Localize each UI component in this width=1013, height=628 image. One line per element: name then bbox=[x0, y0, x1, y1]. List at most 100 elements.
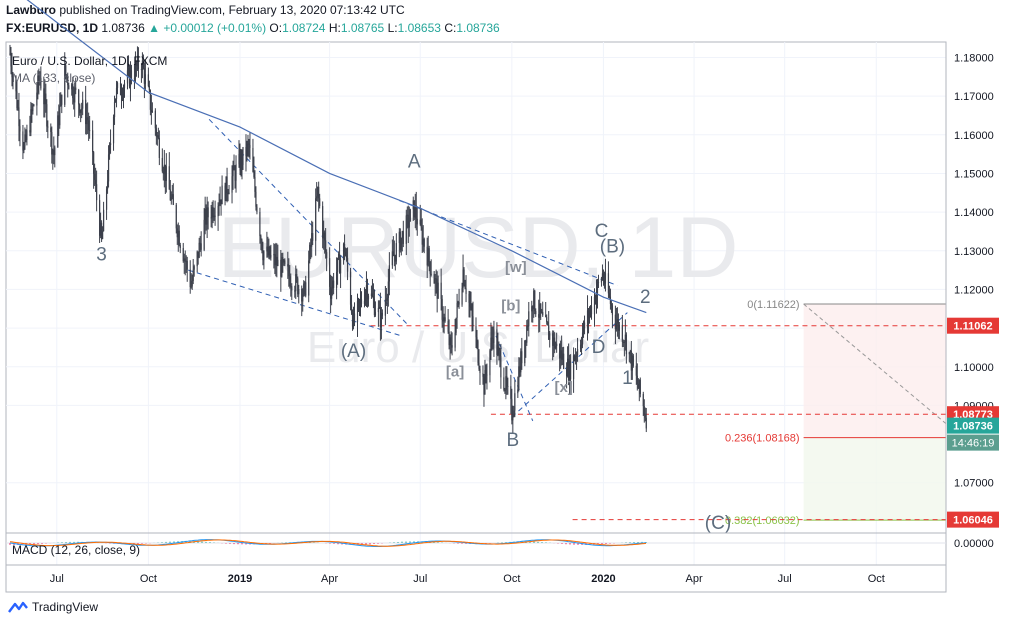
candle-body bbox=[165, 166, 167, 181]
time-tick-label: Oct bbox=[868, 573, 885, 585]
candle-body bbox=[151, 110, 153, 113]
candle-body bbox=[92, 130, 94, 153]
candle-body bbox=[360, 299, 363, 304]
candle-body bbox=[326, 252, 328, 259]
candle-body bbox=[448, 331, 450, 346]
candle-body bbox=[221, 185, 223, 205]
change-arrow-icon: ▲ bbox=[148, 21, 160, 35]
candle-body bbox=[367, 296, 370, 300]
candle-body bbox=[182, 248, 184, 262]
candle-body bbox=[155, 128, 157, 137]
candle-body bbox=[531, 306, 533, 312]
candle-body bbox=[440, 282, 442, 299]
author-name[interactable]: Lawburo bbox=[6, 3, 56, 17]
time-tick-label: 2019 bbox=[228, 573, 252, 585]
candle-body bbox=[504, 389, 506, 391]
candle-body bbox=[363, 300, 366, 304]
candle-body bbox=[50, 127, 52, 133]
candle-body bbox=[183, 258, 185, 262]
candle-body bbox=[79, 104, 81, 113]
candle-body bbox=[479, 368, 481, 374]
candle-body bbox=[359, 299, 362, 303]
fib-level-label: 0.236(1.08168) bbox=[725, 433, 800, 445]
candle-body bbox=[377, 307, 380, 313]
candle-body bbox=[207, 207, 209, 218]
candle-body bbox=[611, 305, 614, 315]
candle-body bbox=[212, 207, 214, 218]
candle-body bbox=[434, 278, 436, 284]
candle-body bbox=[420, 219, 422, 228]
wave-label: 2 bbox=[640, 287, 651, 308]
price-chart[interactable]: 0(1.11622) 0.236(1.08168) 0.382(1.06032) E… bbox=[0, 0, 1013, 600]
candle-body bbox=[587, 310, 590, 319]
candle-body bbox=[12, 76, 14, 78]
candle-body bbox=[72, 84, 74, 99]
candle-body bbox=[468, 293, 470, 303]
candle-body bbox=[593, 296, 596, 315]
fib-band-lower bbox=[803, 437, 946, 521]
candle-body bbox=[455, 317, 457, 333]
time-tick-label: Apr bbox=[321, 573, 338, 585]
candle-body bbox=[122, 88, 125, 97]
candle-body bbox=[39, 77, 41, 82]
level-badge-label: 1.11062 bbox=[953, 321, 992, 333]
candle-body bbox=[464, 284, 466, 289]
candle-body bbox=[386, 297, 388, 301]
candle-body bbox=[10, 53, 12, 67]
candle-body bbox=[170, 197, 172, 201]
candle-body bbox=[535, 311, 537, 315]
candle-body bbox=[642, 394, 644, 407]
candle-body bbox=[22, 131, 24, 151]
time-axis[interactable]: Jul Oct 2019 Apr Jul Oct 2020 Apr Jul Oct bbox=[50, 573, 885, 585]
candle-body bbox=[297, 278, 299, 295]
candle-body bbox=[476, 337, 478, 342]
candle-body bbox=[225, 176, 227, 201]
candle-body bbox=[82, 99, 84, 109]
price-tick-label: 1.16000 bbox=[954, 130, 994, 142]
candle-body bbox=[541, 311, 543, 313]
wave-label: 3 bbox=[96, 244, 107, 265]
candle-body bbox=[422, 238, 424, 245]
candle-body bbox=[130, 70, 133, 80]
candle-body bbox=[16, 91, 18, 109]
candle-body bbox=[600, 278, 603, 283]
candle-body bbox=[484, 370, 486, 395]
candle-body bbox=[392, 251, 394, 257]
candle-body bbox=[482, 373, 484, 377]
candle-body bbox=[100, 222, 103, 239]
candle-body bbox=[384, 299, 386, 316]
candle-body bbox=[345, 255, 348, 258]
candle-body bbox=[489, 350, 491, 376]
price-tick-label: 1.10000 bbox=[954, 362, 994, 374]
candle-body bbox=[149, 90, 151, 110]
candle-body bbox=[273, 254, 275, 256]
candle-body bbox=[136, 55, 139, 66]
candle-body bbox=[169, 189, 171, 201]
candle-body bbox=[161, 157, 163, 172]
candle-body bbox=[168, 166, 170, 190]
candle-body bbox=[430, 273, 432, 275]
price-axis[interactable]: 1.18000 1.17000 1.16000 1.15000 1.14000 1.130… bbox=[947, 52, 999, 550]
candle-body bbox=[203, 219, 205, 250]
wave-label: [a] bbox=[446, 363, 464, 380]
tradingview-footer[interactable]: TradingView bbox=[8, 600, 98, 614]
candle-body bbox=[625, 334, 627, 355]
candle-body bbox=[295, 274, 297, 292]
candle-body bbox=[283, 260, 285, 263]
candle-body bbox=[387, 281, 389, 298]
candle-body bbox=[426, 246, 428, 266]
candle-body bbox=[388, 265, 390, 282]
candle-body bbox=[32, 105, 34, 112]
candle-body bbox=[248, 143, 250, 145]
price-tick-label: 1.18000 bbox=[954, 52, 994, 64]
candle-body bbox=[200, 243, 202, 250]
candle-body bbox=[486, 374, 488, 376]
legend-title: Euro / U.S. Dollar, 1D, FXCM bbox=[12, 54, 167, 68]
candle-body bbox=[115, 87, 118, 99]
candle-body bbox=[607, 273, 610, 294]
candle-body bbox=[351, 312, 354, 327]
candle-body bbox=[365, 285, 368, 293]
candle-body bbox=[65, 65, 67, 76]
candle-body bbox=[496, 329, 498, 355]
candle-body bbox=[330, 286, 332, 299]
